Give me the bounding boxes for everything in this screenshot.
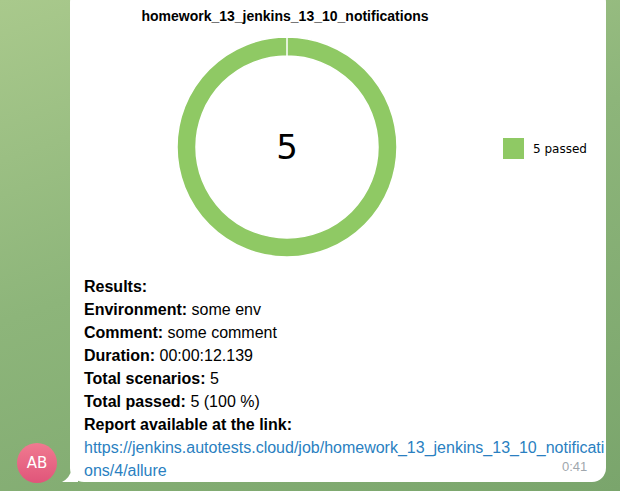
field-label: Duration: [84, 347, 155, 364]
text-line: Total passed: 5 (100 %) [84, 390, 610, 413]
field-label: Comment: [84, 324, 163, 341]
field-value: some env [192, 301, 261, 318]
report-link[interactable]: https://jenkins.autotests.cloud/job/home… [84, 436, 610, 482]
field-value: 5 [210, 370, 219, 387]
text-line: Environment: some env [84, 298, 610, 321]
bubble-tail [62, 468, 78, 484]
heading: Results: [84, 278, 147, 295]
field-value: 00:00:12.139 [160, 347, 253, 364]
field-label: Environment: [84, 301, 187, 318]
field-value: some comment [168, 324, 277, 341]
legend-label: 5 passed [533, 142, 587, 156]
field-label: Total passed: [84, 393, 186, 410]
chart: homework_13_jenkins_13_10_notifications 5… [0, 0, 620, 270]
field-value: 5 (100 %) [190, 393, 259, 410]
center-total: 5 [276, 127, 298, 167]
text-line: Report available at the link: [84, 413, 610, 436]
field-label: Total scenarios: [84, 370, 206, 387]
text-line: Duration: 00:00:12.139 [84, 344, 610, 367]
chart-title: homework_13_jenkins_13_10_notifications [141, 8, 428, 24]
timestamp: 0:41 [562, 459, 587, 474]
link-label: Report available at the link: [84, 416, 292, 433]
avatar[interactable]: AB [17, 443, 57, 483]
text-line: Total scenarios: 5 [84, 367, 610, 390]
text-line: Comment: some comment [84, 321, 610, 344]
donut-slice [177, 37, 397, 257]
legend-swatch [503, 138, 524, 159]
text-line: Results: [84, 275, 610, 298]
message-text: Results:Environment: some envComment: so… [84, 275, 610, 482]
